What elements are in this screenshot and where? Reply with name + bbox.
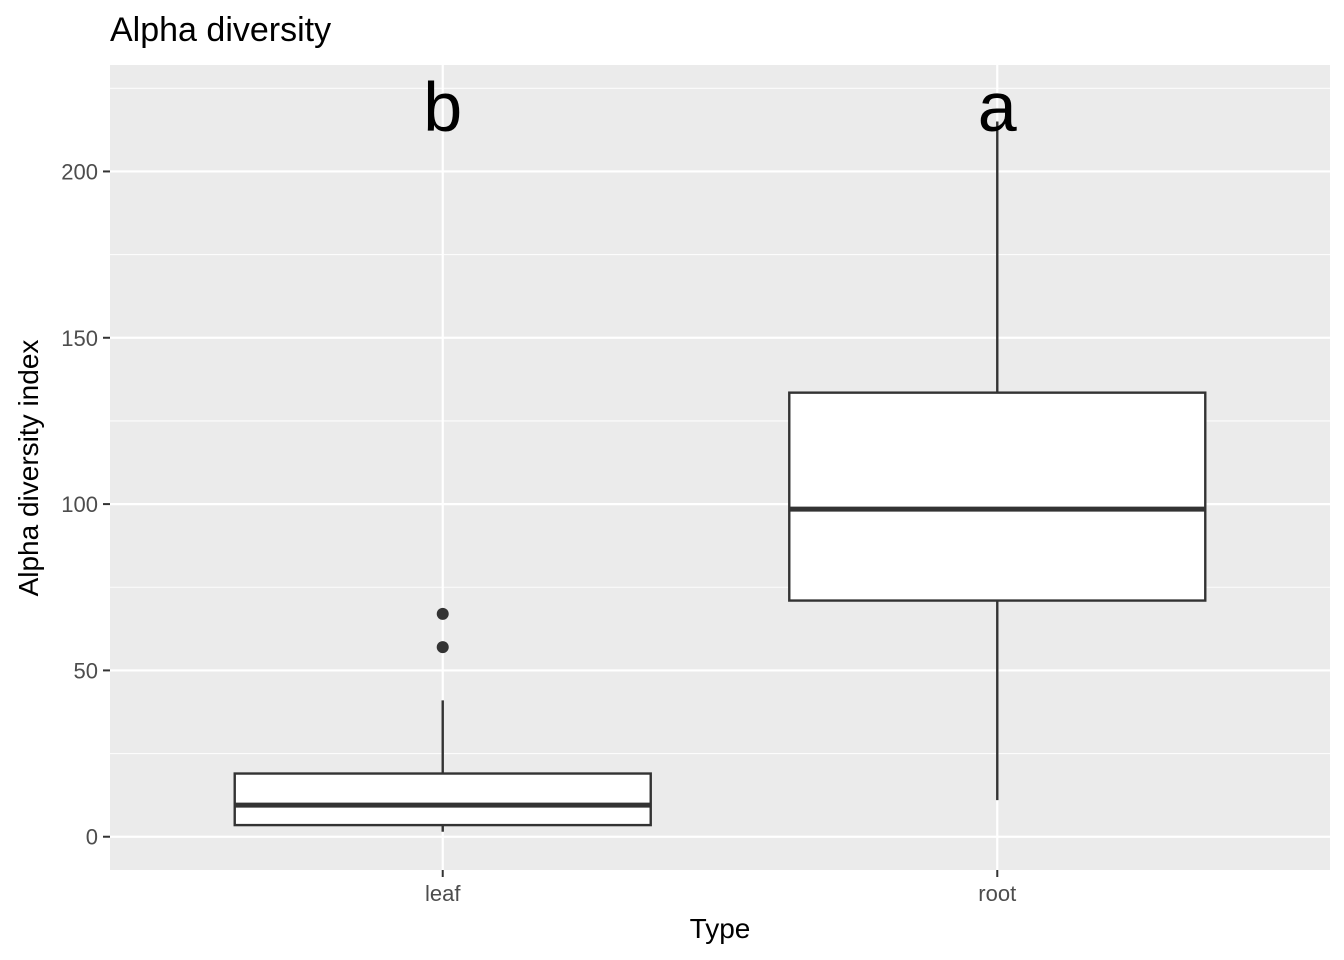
outlier-point: [436, 607, 449, 620]
boxplot-root: a: [788, 68, 1207, 801]
y-tick-label: 0: [86, 825, 98, 850]
x-tick-label-leaf: leaf: [425, 881, 461, 906]
y-tick-label: 100: [61, 492, 98, 517]
x-tick-label-root: root: [978, 881, 1016, 906]
axis-layer: 0 50 100 150 200 leaf root: [61, 159, 1016, 906]
y-tick-label: 150: [61, 326, 98, 351]
y-tick-label: 200: [61, 159, 98, 184]
iqr-box: [233, 772, 652, 827]
significance-letter-root: a: [978, 68, 1017, 146]
iqr-box: [788, 391, 1207, 602]
significance-letter-leaf: b: [423, 68, 462, 146]
x-axis-title: Type: [690, 913, 751, 944]
boxplot-leaf: b: [233, 68, 652, 832]
chart-title: Alpha diversity: [110, 11, 331, 49]
y-axis-title: Alpha diversity index: [13, 340, 44, 597]
outlier-point: [436, 641, 449, 654]
y-tick-label: 50: [74, 658, 98, 683]
